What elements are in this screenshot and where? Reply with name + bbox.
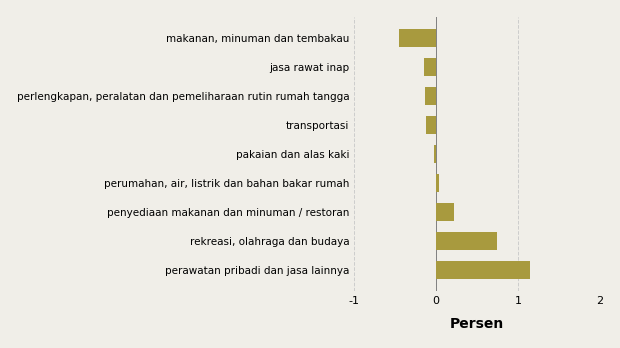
Bar (436, 203, 454, 221)
Bar (425, 87, 436, 105)
X-axis label: Persen: Persen (450, 317, 504, 331)
Bar (426, 116, 436, 134)
Bar (436, 232, 497, 250)
Bar (423, 58, 436, 76)
Bar (399, 29, 436, 47)
Bar (436, 174, 440, 192)
Bar (436, 261, 530, 279)
Bar (433, 145, 436, 163)
